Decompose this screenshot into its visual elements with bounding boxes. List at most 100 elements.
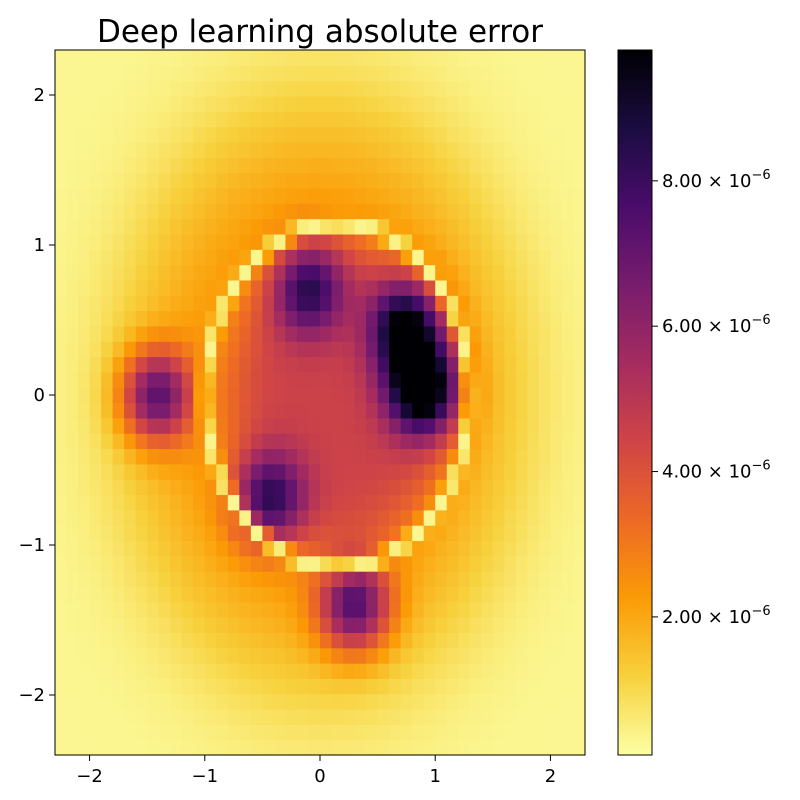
heatmap-cell (377, 65, 390, 82)
heatmap-cell (320, 50, 333, 66)
heatmap-cell (446, 249, 459, 266)
heatmap-cell (481, 126, 494, 143)
heatmap-cell (181, 387, 194, 404)
heatmap-cell (561, 678, 575, 695)
heatmap-cell (561, 341, 575, 358)
heatmap-cell (250, 218, 263, 235)
heatmap-cell (181, 433, 194, 450)
heatmap-cell (227, 739, 240, 756)
heatmap-cell (343, 341, 356, 358)
heatmap-cell (124, 525, 137, 542)
heatmap-cell (204, 709, 217, 725)
heatmap-cell (308, 295, 321, 312)
heatmap-cell (423, 709, 436, 725)
heatmap-cell (273, 647, 287, 664)
colorbar-tick-label: 6.00 × 10−6 (662, 313, 771, 337)
heatmap-cell (55, 709, 68, 725)
heatmap-cell (308, 555, 321, 572)
heatmap-cell (538, 693, 552, 710)
heatmap-cell (78, 341, 91, 358)
heatmap-cell (469, 724, 482, 741)
heatmap-cell (273, 709, 287, 725)
heatmap-cell (285, 172, 298, 189)
heatmap-cell (89, 663, 102, 679)
heatmap-cell (354, 341, 367, 358)
heatmap-cell (469, 601, 482, 618)
x-tick-label: −2 (76, 766, 103, 787)
heatmap-cell (66, 601, 79, 618)
heatmap-cell (227, 555, 240, 572)
heatmap-cell (181, 509, 194, 526)
heatmap-cell (458, 433, 471, 450)
heatmap-cell (239, 509, 252, 526)
heatmap-cell (262, 739, 275, 756)
heatmap-cell (262, 417, 275, 434)
heatmap-cell (320, 540, 333, 557)
heatmap-cell (435, 663, 448, 679)
heatmap-cell (308, 647, 321, 664)
heatmap-cell (170, 540, 183, 557)
heatmap-cell (262, 218, 275, 235)
heatmap-cell (331, 739, 344, 756)
heatmap-cell (354, 433, 367, 450)
heatmap-cell (112, 172, 125, 189)
heatmap-cell (446, 663, 459, 679)
heatmap-cell (366, 95, 379, 112)
heatmap-cell (285, 187, 298, 204)
heatmap-cell (296, 141, 310, 158)
heatmap-cell (354, 617, 367, 633)
heatmap-cell (320, 525, 333, 542)
heatmap-cell (458, 525, 471, 542)
heatmap-cell (204, 571, 217, 588)
heatmap-cell (216, 632, 229, 649)
heatmap-cell (296, 325, 310, 342)
heatmap-cell (377, 387, 390, 404)
heatmap-cell (550, 540, 563, 557)
heatmap-cell (273, 80, 287, 97)
heatmap-cell (504, 279, 517, 296)
heatmap-cell (55, 264, 68, 281)
heatmap-cell (343, 632, 356, 649)
heatmap-cell (273, 663, 287, 679)
heatmap-cell (239, 448, 252, 465)
heatmap-cell (181, 448, 194, 465)
heatmap-cell (204, 356, 217, 373)
heatmap-cell (89, 417, 102, 434)
heatmap-cell (308, 709, 321, 725)
heatmap-cell (112, 50, 125, 66)
heatmap-cell (204, 233, 217, 250)
heatmap-cell (412, 448, 425, 465)
heatmap-cell (308, 279, 321, 296)
heatmap-cell (377, 463, 390, 480)
heatmap-cell (331, 555, 344, 572)
heatmap-cell (204, 724, 217, 741)
heatmap-cell (181, 80, 194, 97)
heatmap-cell (412, 586, 425, 603)
heatmap-cell (112, 448, 125, 465)
heatmap-cell (158, 172, 171, 189)
heatmap-cell (343, 709, 356, 725)
heatmap-cell (389, 295, 402, 312)
heatmap-cell (527, 479, 540, 496)
heatmap-cell (527, 617, 540, 633)
heatmap-cell (204, 95, 217, 112)
heatmap-cell (296, 157, 310, 174)
heatmap-cell (423, 433, 436, 450)
heatmap-cell (147, 157, 160, 174)
heatmap-cell (285, 126, 298, 143)
heatmap-cell (561, 80, 575, 97)
heatmap-cell (492, 172, 505, 189)
heatmap-cell (285, 203, 298, 220)
heatmap-cell (124, 540, 137, 557)
heatmap-cell (354, 540, 367, 557)
heatmap-cell (469, 295, 482, 312)
heatmap-cell (435, 126, 448, 143)
heatmap-cell (343, 479, 356, 496)
heatmap-cell (101, 95, 114, 112)
heatmap-cell (481, 617, 494, 633)
heatmap-cell (400, 50, 413, 66)
heatmap-cell (308, 525, 321, 542)
heatmap-cell (469, 325, 482, 342)
heatmap-cell (458, 264, 471, 281)
heatmap-cell (147, 325, 160, 342)
